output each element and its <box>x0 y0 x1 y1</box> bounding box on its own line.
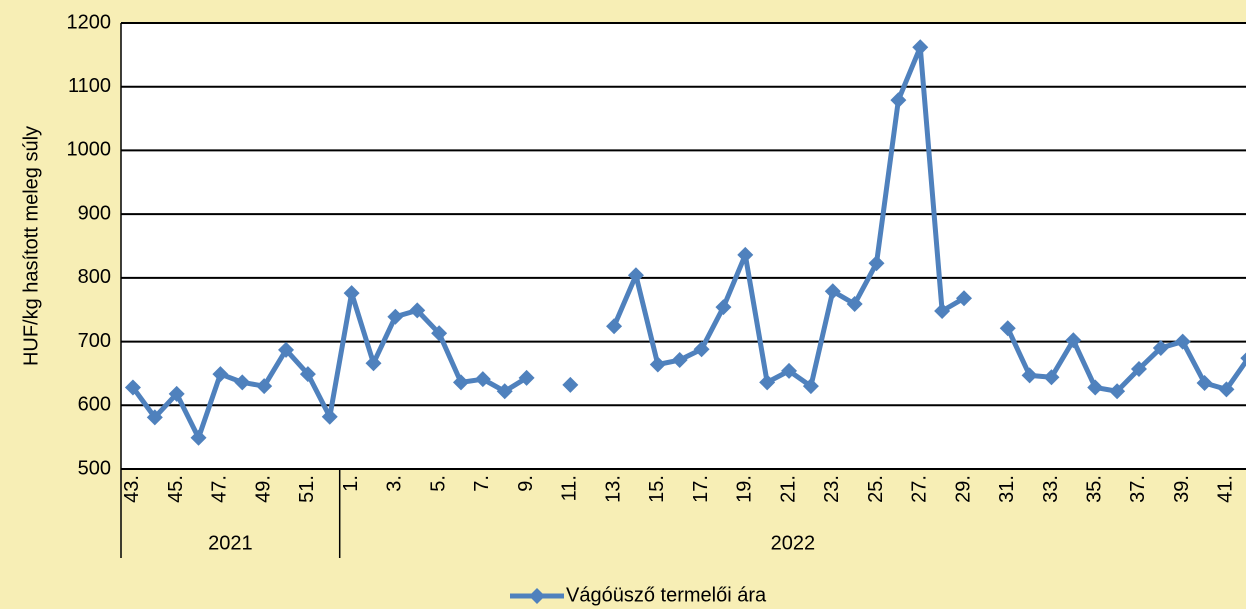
y-tick-label: 900 <box>78 202 111 224</box>
point <box>1021 367 1038 384</box>
x-tick-label: 25. <box>865 475 887 503</box>
point <box>343 285 360 302</box>
point <box>1087 379 1104 396</box>
x-tick-label: 51. <box>296 475 318 503</box>
y-tick-label: 800 <box>78 266 111 288</box>
point <box>890 92 907 109</box>
x-tick-label: 27. <box>909 475 931 503</box>
point <box>124 379 141 396</box>
point <box>1240 352 1246 364</box>
x-tick-label: 3. <box>384 475 406 492</box>
point <box>759 374 776 391</box>
x-tick-label: 23. <box>821 475 843 503</box>
point <box>912 39 929 56</box>
point <box>737 246 754 263</box>
point <box>846 295 863 312</box>
point <box>1152 339 1169 356</box>
point <box>474 371 491 388</box>
plot-area <box>121 23 1246 469</box>
legend-marker <box>529 588 545 604</box>
point <box>955 290 972 307</box>
x-tick-label: 17. <box>690 475 712 503</box>
x-tick-label: 9. <box>515 475 537 492</box>
point <box>1130 360 1147 377</box>
point <box>693 341 710 358</box>
point <box>299 366 316 383</box>
point <box>824 283 841 300</box>
y-axis-label: HUF/kg hasított meleg súly <box>20 126 42 366</box>
x-tick-label: 47. <box>209 475 231 503</box>
x-tick-label: 35. <box>1083 475 1105 503</box>
point <box>278 341 295 358</box>
point <box>1218 381 1235 398</box>
y-tick-label: 1100 <box>68 75 111 97</box>
point <box>168 385 185 402</box>
point <box>409 302 426 319</box>
point <box>1196 374 1213 391</box>
x-tick-label: 39. <box>1171 475 1193 503</box>
y-tick-label: 1200 <box>67 11 112 33</box>
x-tick-label: 19. <box>734 475 756 503</box>
x-tick-label: 45. <box>165 475 187 503</box>
x-tick-label: 33. <box>1040 475 1062 503</box>
point <box>190 429 207 446</box>
y-tick-label: 1000 <box>67 139 112 161</box>
x-tick-label: 11. <box>559 475 581 501</box>
point <box>562 376 579 393</box>
point <box>1109 383 1126 400</box>
point <box>387 308 404 325</box>
x-tick-label: 37. <box>1127 475 1149 503</box>
x-tick-label: 15. <box>646 475 668 503</box>
point <box>649 356 666 373</box>
point <box>1065 332 1082 349</box>
x-tick-label: 7. <box>471 475 493 492</box>
x-tick-label: 49. <box>252 475 274 503</box>
point <box>234 374 251 391</box>
point <box>496 383 513 400</box>
point <box>212 366 229 383</box>
x-tick-label: 1. <box>340 475 362 492</box>
x-group-label: 2022 <box>771 532 816 554</box>
point <box>452 374 469 391</box>
point <box>627 267 644 284</box>
point <box>1043 369 1060 386</box>
point <box>671 352 688 369</box>
point <box>802 378 819 395</box>
x-tick-label: 29. <box>952 475 974 503</box>
y-tick-label: 500 <box>78 457 111 479</box>
point <box>365 355 382 372</box>
x-tick-label: 43. <box>121 475 143 503</box>
y-tick-label: 700 <box>78 330 111 352</box>
point <box>146 409 163 426</box>
point <box>999 320 1016 337</box>
point <box>431 325 448 342</box>
point <box>715 299 732 316</box>
point <box>1174 333 1191 350</box>
point <box>781 362 798 379</box>
x-tick-label: 5. <box>427 475 449 492</box>
x-tick-label: 31. <box>996 475 1018 503</box>
y-tick-label: 600 <box>78 394 111 416</box>
point <box>606 318 623 335</box>
point <box>934 302 951 319</box>
x-tick-label: 13. <box>602 475 624 503</box>
point <box>321 408 338 425</box>
point <box>518 369 535 386</box>
x-group-label: 2021 <box>208 532 253 554</box>
point <box>256 378 273 395</box>
x-tick-label: 21. <box>777 475 799 503</box>
point <box>868 255 885 272</box>
legend-label: Vágóüsző termelői ára <box>566 584 767 606</box>
x-tick-label: 41. <box>1215 475 1237 503</box>
